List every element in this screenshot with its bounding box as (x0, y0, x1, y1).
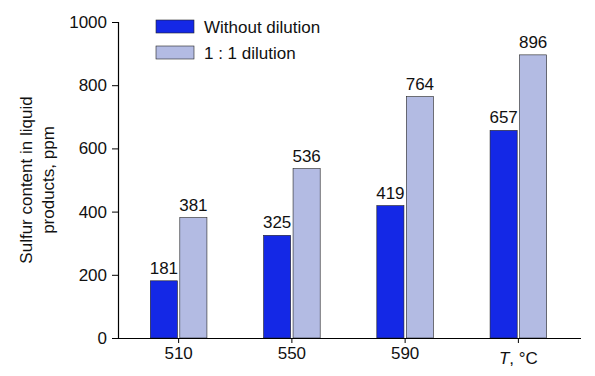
x-tick-label: 550 (278, 344, 306, 363)
y-tick-mark (112, 22, 118, 23)
bar (520, 55, 547, 338)
data-label: 764 (406, 75, 434, 94)
bars (150, 55, 546, 338)
y-tick-label: 600 (79, 139, 107, 158)
x-tick-label: 510 (164, 344, 192, 363)
y-axis-title-line: products, ppm (39, 126, 58, 234)
x-tick-label: 590 (391, 344, 419, 363)
y-tick-label: 1000 (69, 13, 107, 32)
x-tick (518, 338, 519, 343)
x-tick-mark (291, 338, 292, 343)
y-tick-mark (112, 212, 118, 213)
bar (150, 281, 177, 338)
x-tick: 590 (391, 338, 419, 363)
y-tick-label: 200 (79, 266, 107, 285)
y-axis-title-line: Sulfur content in liquid (17, 96, 36, 263)
y-tick-label: 400 (79, 203, 107, 222)
x-axis-line (118, 338, 581, 339)
data-label: 419 (376, 184, 404, 203)
legend-label: Without dilution (204, 18, 320, 37)
data-label: 381 (179, 196, 207, 215)
data-label: 657 (489, 108, 517, 127)
y-tick-mark (112, 338, 118, 339)
bar (377, 206, 404, 338)
bar (490, 130, 517, 338)
x-tick-mark (405, 338, 406, 343)
legend-swatch (156, 46, 194, 59)
bar (406, 97, 433, 338)
y-tick: 200 (79, 266, 118, 285)
data-labels: 181 325 419 657 381 536 764 896 (150, 33, 548, 278)
data-label: 181 (150, 259, 178, 278)
bar (264, 235, 291, 338)
y-tick: 600 (79, 139, 118, 158)
y-axis: 0 200 400 600 800 1000 (69, 13, 118, 348)
y-tick: 0 (98, 329, 118, 348)
data-label: 325 (263, 213, 291, 232)
y-axis-line (112, 23, 119, 339)
y-tick: 400 (79, 203, 118, 222)
chart: 181 325 419 657 381 536 764 896 0 200 400 600 800 100… (0, 0, 595, 376)
legend: Without dilution 1 : 1 dilution (156, 18, 320, 63)
legend-item: 1 : 1 dilution (156, 44, 296, 63)
bar (180, 218, 207, 338)
y-tick-label: 800 (79, 76, 107, 95)
bar (293, 169, 320, 338)
y-tick-mark (112, 85, 118, 86)
x-axis-title: T, °C (499, 349, 538, 368)
x-tick: 510 (164, 338, 192, 363)
y-tick-label: 0 (98, 329, 107, 348)
y-axis-title: Sulfur content in liquidproducts, ppm (17, 96, 58, 263)
x-tick-mark (178, 338, 179, 343)
y-tick-mark (112, 148, 118, 149)
y-tick: 1000 (69, 13, 118, 32)
legend-item: Without dilution (156, 18, 320, 37)
y-tick: 800 (79, 76, 118, 95)
legend-swatch (156, 20, 194, 33)
data-label: 896 (519, 33, 547, 52)
x-tick: 550 (278, 338, 306, 363)
data-label: 536 (292, 147, 320, 166)
legend-label: 1 : 1 dilution (204, 44, 296, 63)
y-tick-mark (112, 275, 118, 276)
x-tick-mark (518, 338, 519, 343)
